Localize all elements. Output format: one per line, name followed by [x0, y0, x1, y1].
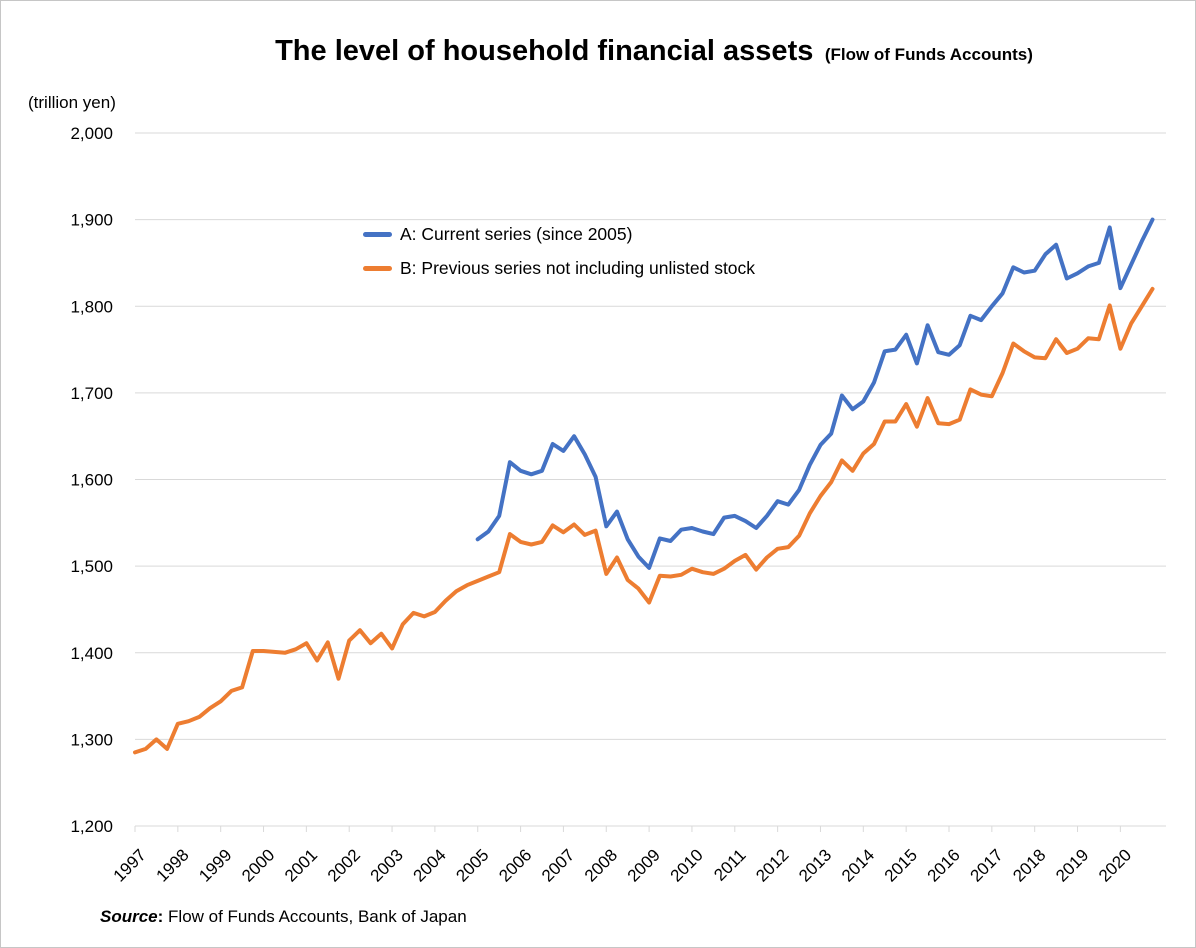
legend-label-a: A: Current series (since 2005) [400, 223, 633, 244]
x-tick-label: 2002 [324, 845, 364, 885]
y-tick-label: 1,200 [70, 817, 113, 836]
y-axis-unit-label: (trillion yen) [28, 93, 116, 112]
source-note-colon: : [157, 907, 164, 926]
x-tick-label: 2016 [924, 845, 964, 885]
x-tick-label: 2005 [452, 845, 492, 885]
x-tick-label: 2017 [966, 845, 1006, 885]
chart-title: The level of household financial assets … [1, 35, 1195, 68]
x-tick-label: 2006 [495, 845, 535, 885]
chart-title-main: The level of household financial assets [275, 35, 814, 67]
chart-legend: A: Current series (since 2005) B: Previo… [363, 217, 755, 285]
x-tick-label: 2008 [581, 845, 621, 885]
series-a-line [475, 217, 1155, 570]
x-tick-label: 2009 [624, 845, 664, 885]
source-note: Source: Flow of Funds Accounts, Bank of … [100, 907, 467, 927]
legend-item-a: A: Current series (since 2005) [363, 217, 755, 251]
x-tick-label: 2000 [238, 845, 278, 885]
x-tick-label: 2012 [752, 845, 792, 885]
legend-item-b: B: Previous series not including unliste… [363, 251, 755, 285]
x-tick-label: 2004 [410, 845, 450, 885]
y-tick-label: 1,800 [70, 297, 113, 316]
x-tick-label: 2020 [1095, 845, 1135, 885]
x-tick-label: 2018 [1009, 845, 1049, 885]
series-b-line [133, 286, 1155, 755]
x-tick-label: 2011 [710, 845, 749, 884]
x-tick-label: 1998 [152, 845, 192, 885]
source-note-label: Source [100, 907, 158, 926]
x-tick-label: 2010 [667, 845, 707, 885]
y-tick-label: 1,700 [70, 384, 113, 403]
y-tick-label: 1,300 [70, 730, 113, 749]
x-tick-label: 2014 [838, 845, 878, 885]
x-tick-label: 2015 [881, 845, 921, 885]
y-tick-label: 1,500 [70, 557, 113, 576]
x-tick-label: 2003 [367, 845, 407, 885]
x-tick-label: 2019 [1052, 845, 1092, 885]
legend-line-b-swatch-icon [363, 265, 392, 271]
x-tick-label: 2001 [281, 845, 321, 885]
y-tick-label: 1,900 [70, 211, 113, 230]
x-tick-label: 1997 [110, 845, 150, 885]
y-tick-label: 2,000 [70, 124, 113, 143]
x-tick-label: 2007 [538, 845, 578, 885]
x-tick-label: 1999 [195, 845, 235, 885]
chart-title-annotation: (Flow of Funds Accounts) [824, 45, 1033, 64]
legend-label-b: B: Previous series not including unliste… [400, 257, 756, 278]
legend-line-a-swatch-icon [363, 231, 392, 237]
y-tick-label: 1,400 [70, 644, 113, 663]
source-note-text: Flow of Funds Accounts, Bank of Japan [163, 907, 467, 926]
x-tick-label: 2013 [795, 845, 835, 885]
y-tick-label: 1,600 [70, 471, 113, 490]
